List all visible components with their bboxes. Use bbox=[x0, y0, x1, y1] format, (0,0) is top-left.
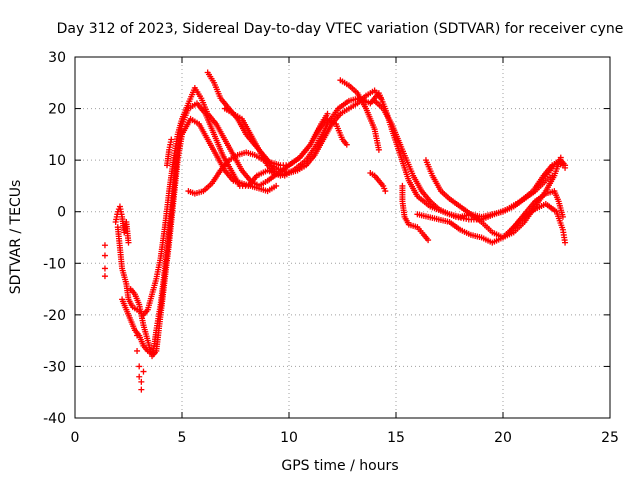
plot-frame bbox=[74, 56, 611, 419]
y-tick-label: 20 bbox=[48, 102, 66, 118]
data-point-marker bbox=[343, 141, 350, 148]
x-axis-label: GPS time / hours bbox=[281, 458, 398, 474]
data-point-marker bbox=[134, 332, 141, 339]
data-point-marker bbox=[562, 164, 569, 171]
data-point-marker bbox=[136, 363, 143, 370]
data-point-marker bbox=[138, 386, 145, 393]
data-point-marker bbox=[559, 213, 566, 220]
series-track-07 bbox=[164, 136, 175, 169]
y-tick-label: -20 bbox=[43, 308, 66, 324]
y-tick-label: 0 bbox=[57, 205, 66, 221]
y-tick-label: -30 bbox=[43, 359, 66, 375]
series-track-05 bbox=[127, 115, 280, 360]
series-track-11 bbox=[337, 77, 382, 153]
data-point-marker bbox=[557, 154, 564, 161]
x-tick-label: 5 bbox=[178, 430, 187, 446]
data-point-marker bbox=[324, 110, 331, 117]
series-track-12 bbox=[367, 170, 389, 195]
data-point-marker bbox=[290, 167, 297, 174]
data-point-marker bbox=[125, 239, 132, 246]
data-point-marker bbox=[168, 136, 175, 143]
data-point-marker bbox=[375, 146, 382, 153]
y-axis-label: SDTVAR / TECUs bbox=[8, 180, 24, 295]
series-track-14 bbox=[399, 182, 432, 244]
data-point-marker bbox=[562, 239, 569, 246]
data-point-marker bbox=[136, 373, 143, 380]
data-point-marker bbox=[101, 242, 108, 249]
data-point-marker bbox=[138, 378, 145, 385]
data-point-marker bbox=[101, 265, 108, 272]
y-tick-label: -10 bbox=[43, 256, 66, 272]
x-tick-label: 25 bbox=[601, 430, 619, 446]
y-tick-label: 30 bbox=[48, 50, 66, 66]
x-tick-label: 15 bbox=[387, 430, 405, 446]
series-track-01 bbox=[101, 242, 108, 280]
chart-title: Day 312 of 2023, Sidereal Day-to-day VTE… bbox=[57, 21, 624, 37]
y-tick-label: 10 bbox=[48, 153, 66, 169]
data-point-marker bbox=[101, 252, 108, 259]
data-point-marker bbox=[425, 237, 432, 244]
x-tick-label: 10 bbox=[280, 430, 298, 446]
y-tick-labels: -40 -30 -20 -10 0 10 20 30 bbox=[43, 50, 66, 427]
data-point-marker bbox=[101, 273, 108, 280]
series-track-18 bbox=[534, 159, 569, 189]
data-point-marker bbox=[140, 368, 147, 375]
series-track-17 bbox=[506, 188, 566, 236]
series-track-10 bbox=[221, 105, 297, 179]
data-point-marker bbox=[134, 347, 141, 354]
series-track-13 bbox=[371, 97, 556, 220]
data-point-marker bbox=[273, 182, 280, 189]
data-points bbox=[101, 69, 569, 393]
series-track-02 bbox=[112, 203, 132, 246]
series-track-03 bbox=[114, 84, 331, 318]
x-tick-label: 20 bbox=[494, 430, 512, 446]
y-tick-label: -40 bbox=[43, 411, 66, 427]
x-tick-label: 0 bbox=[71, 430, 80, 446]
x-tick-labels: 0 5 10 15 20 25 bbox=[71, 430, 619, 446]
series-track-06 bbox=[134, 332, 147, 393]
data-point-marker bbox=[378, 95, 385, 102]
data-point-marker bbox=[382, 188, 389, 195]
